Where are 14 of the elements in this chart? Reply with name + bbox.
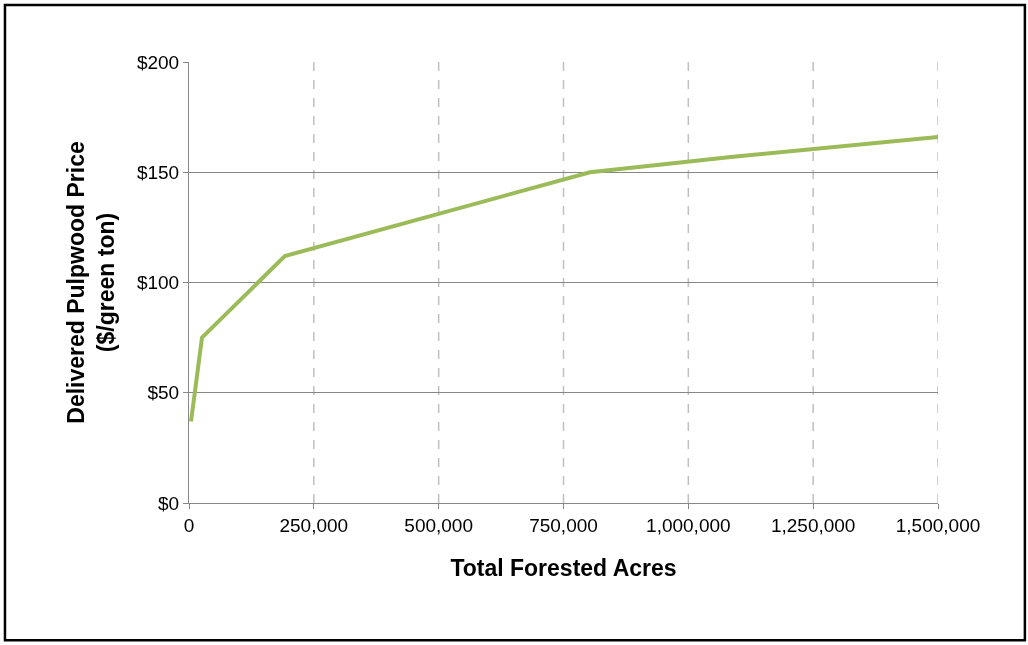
y-axis-title: Delivered Pulpwood Price ($/green ton): [63, 141, 120, 424]
x-tick-label: 1,000,000: [646, 514, 731, 536]
y-tick-label: $200: [136, 51, 180, 73]
x-tick-label: 750,000: [529, 514, 598, 536]
x-tick-label: 1,500,000: [895, 514, 981, 536]
x-tick-label: 0: [183, 514, 195, 536]
y-tick-label: $100: [136, 272, 180, 294]
y-tick-label: $50: [147, 382, 180, 404]
y-tick-label: $150: [136, 161, 180, 183]
y-tick-label: $0: [158, 492, 180, 514]
x-tick-label: 500,000: [404, 514, 474, 536]
x-tick-label: 250,000: [279, 514, 349, 536]
x-axis-title: Total Forested Acres: [450, 555, 677, 582]
x-tick-label: 1,250,000: [770, 514, 856, 536]
